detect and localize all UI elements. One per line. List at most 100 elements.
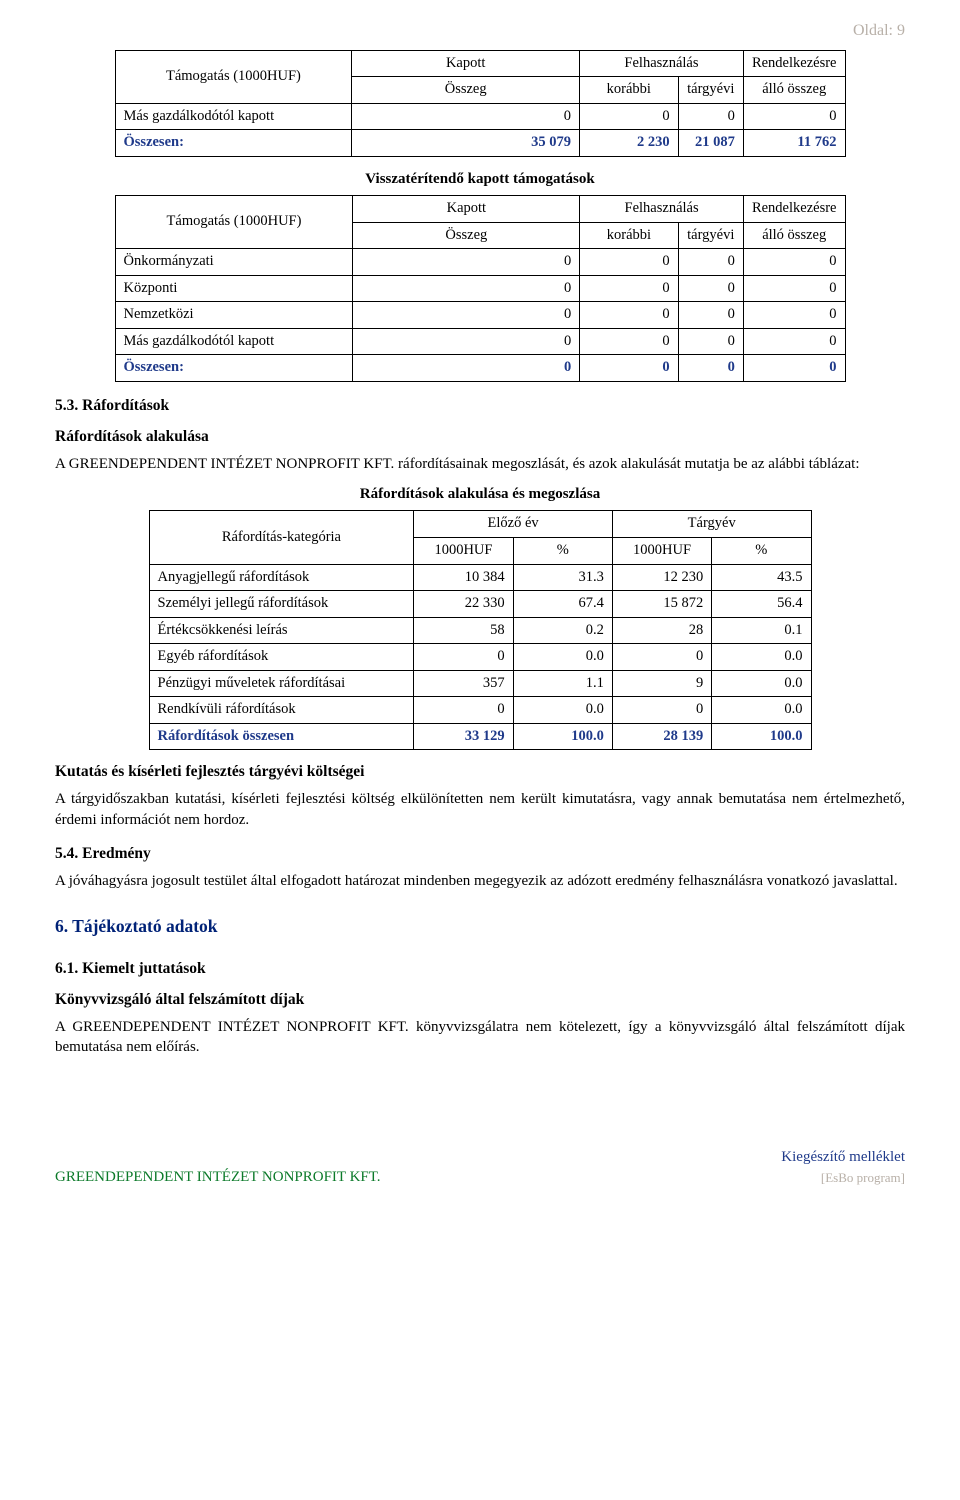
table-row: Önkormányzati0000	[115, 249, 845, 276]
th-pct: %	[513, 537, 612, 564]
table-row-total: Ráfordítások összesen33 129100.028 13910…	[149, 723, 811, 750]
cell: 0	[353, 302, 580, 329]
cell: 0	[580, 302, 678, 329]
heading-5-3: 5.3. Ráfordítások	[55, 396, 905, 417]
th-targyevi: tárgyévi	[678, 222, 743, 249]
th-curr: Tárgyév	[612, 511, 811, 538]
cell: 0	[353, 328, 580, 355]
heading-5-4: 5.4. Eredmény	[55, 844, 905, 865]
page-number: Oldal: 9	[55, 20, 905, 42]
heading-kutatas: Kutatás és kísérleti fejlesztés tárgyévi…	[55, 762, 905, 783]
cell: Központi	[115, 275, 353, 302]
th-targyevi: tárgyévi	[678, 77, 743, 104]
para-eredmeny: A jóváhagyásra jogosult testület által e…	[55, 871, 905, 891]
th-korabbi: korábbi	[580, 222, 678, 249]
th-korabbi: korábbi	[580, 77, 679, 104]
cell: Értékcsökkenési leírás	[149, 617, 414, 644]
footer-company: GREENDEPENDENT INTÉZET NONPROFIT KFT.	[55, 1167, 381, 1187]
th-felh: Felhasználás	[580, 196, 744, 223]
table-row-total: Összesen:0000	[115, 355, 845, 382]
cell: 0	[678, 275, 743, 302]
cell: 357	[414, 670, 513, 697]
para-konyvvizsgalo: A GREENDEPENDENT INTÉZET NONPROFIT KFT. …	[55, 1017, 905, 1058]
cell: 0	[580, 275, 678, 302]
th-cat: Támogatás (1000HUF)	[115, 50, 352, 103]
cell: 0.0	[712, 644, 811, 671]
th-rend1: Rendelkezésre	[743, 196, 845, 223]
cell: 10 384	[414, 564, 513, 591]
th-rend2: álló összeg	[743, 77, 845, 104]
cell: 43.5	[712, 564, 811, 591]
th-kapott: Kapott	[352, 50, 580, 77]
table-row: Rendkívüli ráfordítások00.000.0	[149, 697, 811, 724]
table2-title: Visszatérítendő kapott támogatások	[55, 169, 905, 189]
cell: 0	[743, 328, 845, 355]
cell: Személyi jellegű ráfordítások	[149, 591, 414, 618]
cell: 31.3	[513, 564, 612, 591]
cell: 33 129	[414, 723, 513, 750]
table-tamogatas: Támogatás (1000HUF) Kapott Felhasználás …	[115, 50, 846, 157]
cell: Anyagjellegű ráfordítások	[149, 564, 414, 591]
heading-6: 6. Tájékoztató adatok	[55, 915, 905, 939]
cell: 0	[743, 249, 845, 276]
cell: 0	[353, 355, 580, 382]
table-row: Értékcsökkenési leírás580.2280.1	[149, 617, 811, 644]
cell: Pénzügyi műveletek ráfordításai	[149, 670, 414, 697]
cell: Rendkívüli ráfordítások	[149, 697, 414, 724]
cell: Más gazdálkodótól kapott	[115, 103, 352, 130]
table-row-total: Összesen: 35 079 2 230 21 087 11 762	[115, 130, 845, 157]
cell: 0	[743, 103, 845, 130]
cell: 15 872	[612, 591, 711, 618]
cell: 9	[612, 670, 711, 697]
cell: 0.0	[712, 670, 811, 697]
cell: 58	[414, 617, 513, 644]
table-row: Más gazdálkodótól kapott0000	[115, 328, 845, 355]
th-felh: Felhasználás	[580, 50, 744, 77]
cell: 0	[353, 275, 580, 302]
table-row: Más gazdálkodótól kapott 0 0 0 0	[115, 103, 845, 130]
cell: 0.0	[513, 697, 612, 724]
cell: 0	[580, 328, 678, 355]
cell: 0	[580, 355, 678, 382]
th-cat: Támogatás (1000HUF)	[115, 196, 353, 249]
table-row: Egyéb ráfordítások00.000.0	[149, 644, 811, 671]
cell: 0	[353, 249, 580, 276]
th-rend2: álló összeg	[743, 222, 845, 249]
cell: 21 087	[678, 130, 743, 157]
subheading-konyvvizsgalo: Könyvvizsgáló által felszámított díjak	[55, 990, 905, 1011]
cell: 100.0	[712, 723, 811, 750]
table-row: Anyagjellegű ráfordítások10 38431.312 23…	[149, 564, 811, 591]
cell: 35 079	[352, 130, 580, 157]
cell: 0	[678, 103, 743, 130]
table-raforditasok: Ráfordítás-kategória Előző év Tárgyév 10…	[149, 510, 812, 750]
cell: 11 762	[743, 130, 845, 157]
cell: Nemzetközi	[115, 302, 353, 329]
para-raforditasok: A GREENDEPENDENT INTÉZET NONPROFIT KFT. …	[55, 454, 905, 474]
cell: 28	[612, 617, 711, 644]
th-kapott: Kapott	[353, 196, 580, 223]
cell: 0	[612, 697, 711, 724]
footer-program-note: [EsBo program]	[781, 1169, 905, 1187]
cell: 0	[678, 302, 743, 329]
cell: 0.0	[513, 644, 612, 671]
cell: 0	[743, 275, 845, 302]
cell: Összesen:	[115, 130, 352, 157]
table-visszateritendo: Támogatás (1000HUF) Kapott Felhasználás …	[115, 195, 846, 382]
table-row: Pénzügyi műveletek ráfordításai3571.190.…	[149, 670, 811, 697]
th-rend1: Rendelkezésre	[743, 50, 845, 77]
cell: 0	[352, 103, 580, 130]
table-row: Személyi jellegű ráfordítások22 33067.41…	[149, 591, 811, 618]
cell: 0	[743, 355, 845, 382]
cell: Más gazdálkodótól kapott	[115, 328, 353, 355]
cell: 56.4	[712, 591, 811, 618]
table-row: Nemzetközi0000	[115, 302, 845, 329]
cell: 0	[612, 644, 711, 671]
cell: 0	[678, 328, 743, 355]
cell: 0	[678, 355, 743, 382]
cell: 0.2	[513, 617, 612, 644]
th-huf: 1000HUF	[414, 537, 513, 564]
cell: 2 230	[580, 130, 679, 157]
cell: 0	[580, 249, 678, 276]
cell: 0.1	[712, 617, 811, 644]
cell: 100.0	[513, 723, 612, 750]
